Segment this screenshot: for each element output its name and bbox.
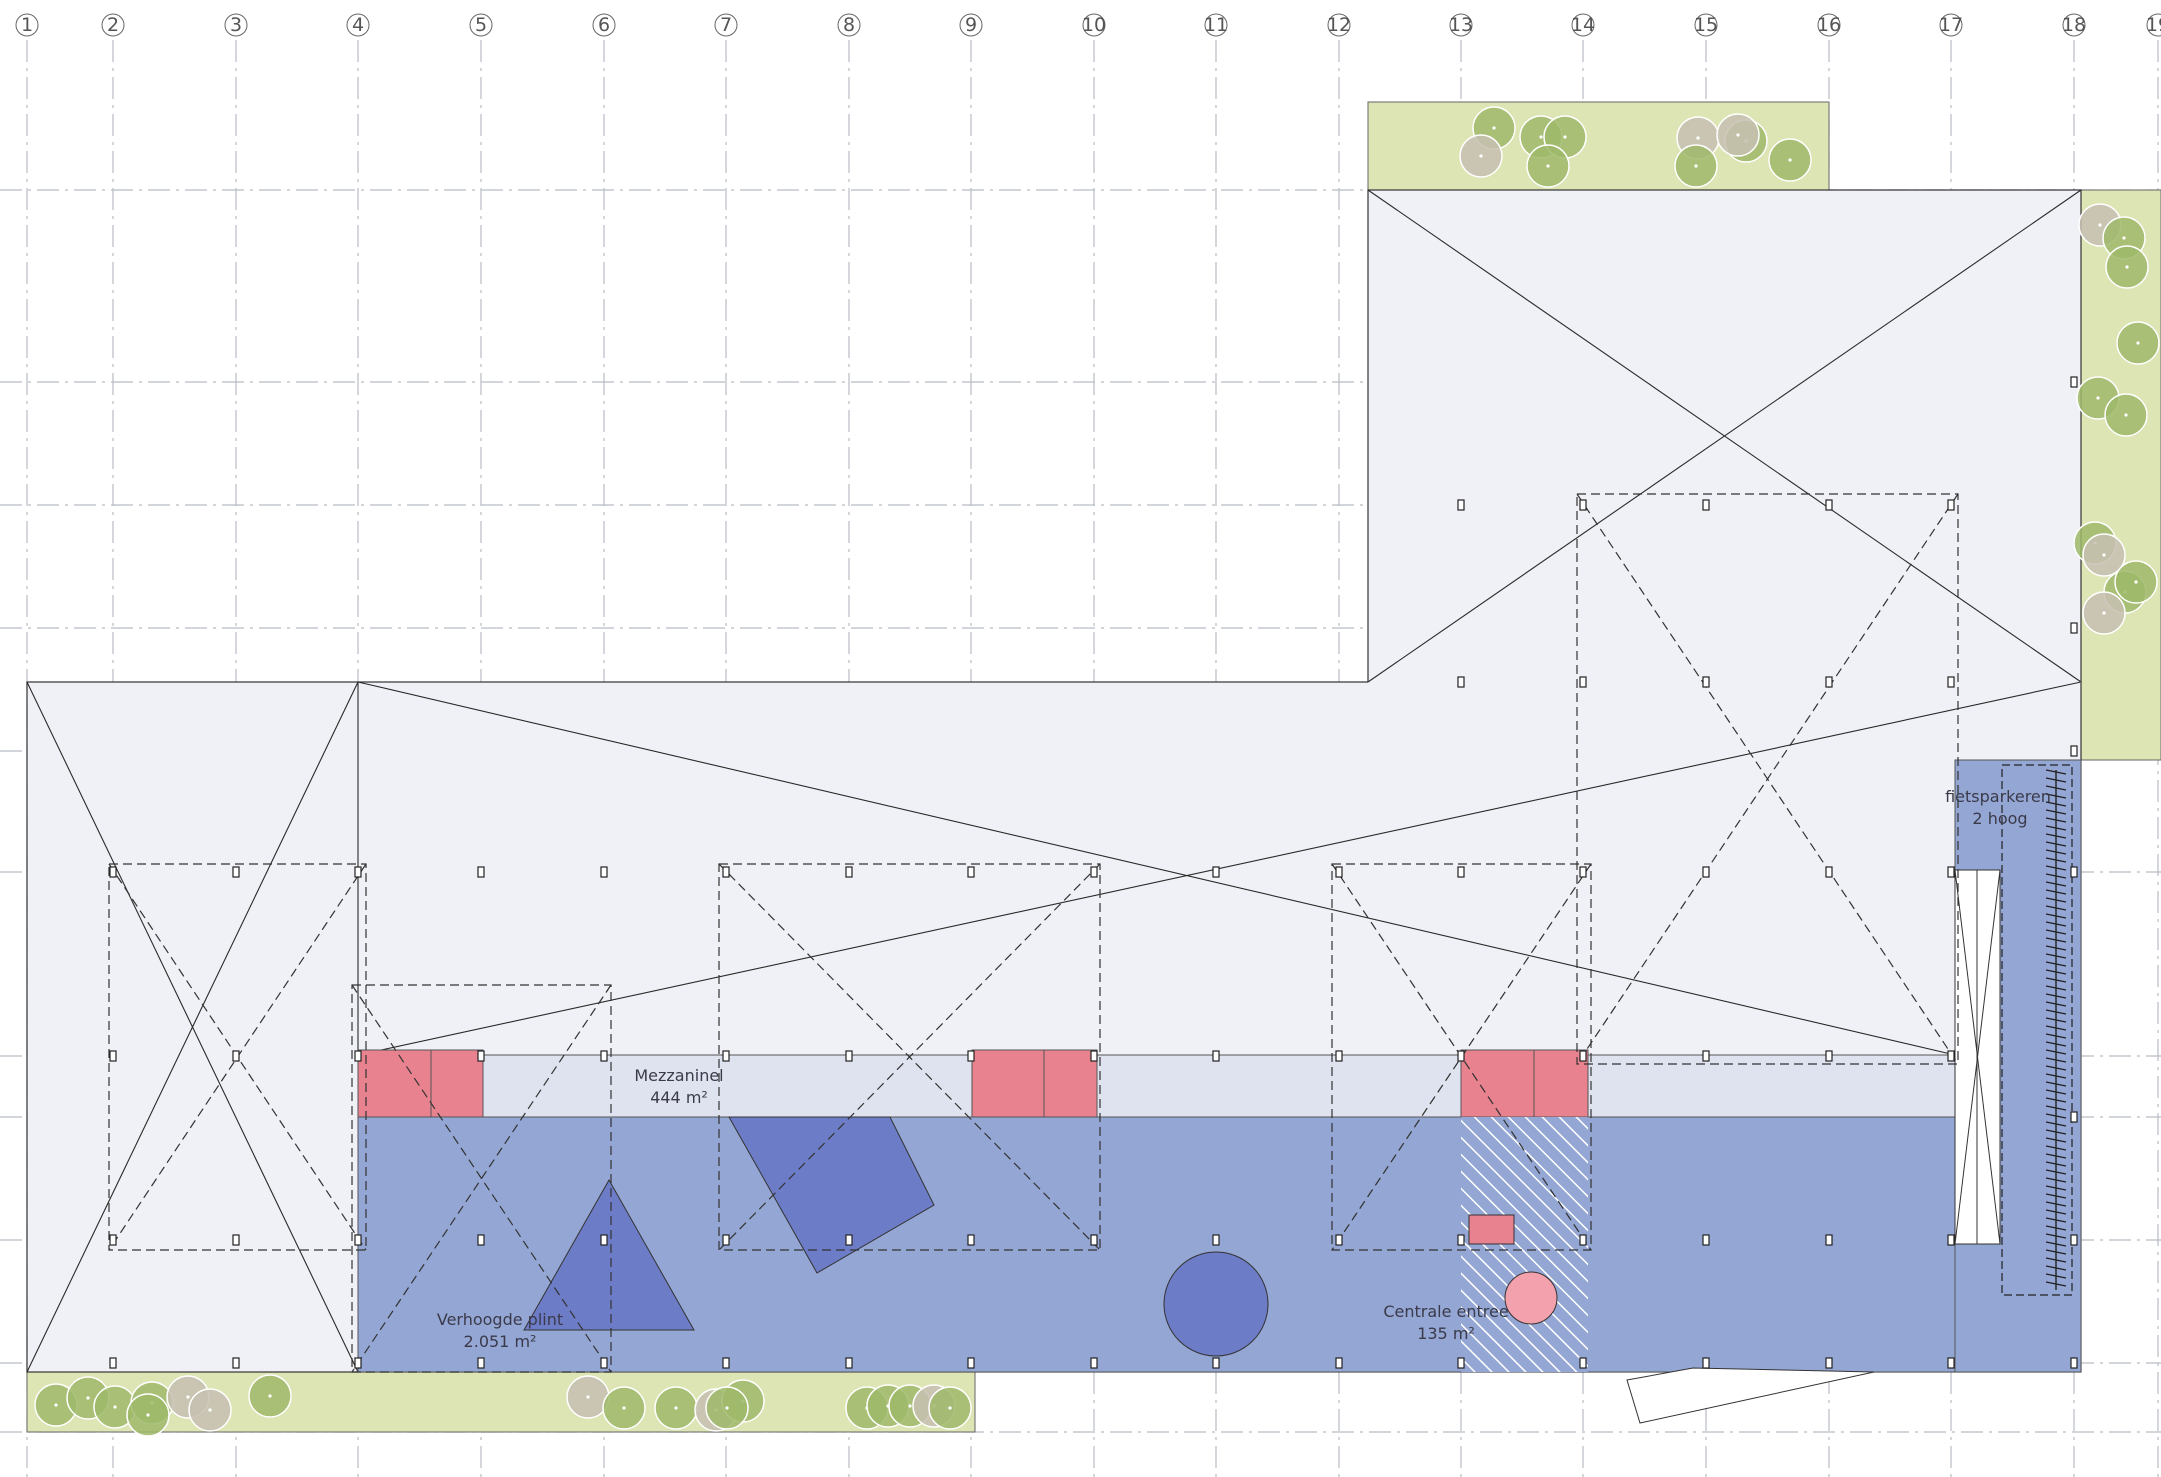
core-3 — [1460, 1049, 1589, 1118]
plinth-area-label: 2.051 m² — [464, 1332, 537, 1351]
grid-bubble-10 — [1082, 13, 1106, 37]
core-1 — [357, 1049, 484, 1118]
grid-bubble-7 — [714, 13, 738, 37]
grid-bubble-3 — [224, 13, 248, 37]
grid-bubble-19 — [2146, 13, 2161, 37]
grid-bubble-13 — [1449, 13, 1473, 37]
grid-axis-labels: 12345678910111213141516171819 — [15, 13, 2161, 37]
plinth-label: Verhoogde plint — [437, 1310, 563, 1329]
pink-square-object — [1468, 1214, 1515, 1245]
grid-label-15: 15 — [1694, 14, 1718, 36]
mezzanine-strip — [357, 1054, 1956, 1118]
grid-label-6: 6 — [598, 14, 610, 36]
mezzanine-area-label: 444 m² — [650, 1088, 708, 1107]
rotated-rectangle-object — [728, 1116, 935, 1274]
grid-label-4: 4 — [352, 14, 364, 36]
pink-circle-object — [1504, 1271, 1558, 1325]
grid-bubble-17 — [1939, 13, 1963, 37]
building-volumes — [26, 189, 2082, 1373]
grid-label-17: 17 — [1939, 14, 1963, 36]
grid-bubble-1 — [15, 13, 39, 37]
room-labels: Mezzaninel 444 m² Verhoogde plint 2.051 … — [437, 787, 2051, 1351]
cores — [357, 1049, 1589, 1118]
grid-bubble-14 — [1571, 13, 1595, 37]
grid-bubble-18 — [2062, 13, 2086, 37]
core-2 — [971, 1049, 1098, 1118]
grid-label-1: 1 — [21, 14, 33, 36]
round-object — [1163, 1251, 1269, 1357]
grid-label-14: 14 — [1571, 14, 1595, 36]
grid-label-3: 3 — [230, 14, 242, 36]
grid-bubble-4 — [346, 13, 370, 37]
grid-label-19: 19 — [2146, 14, 2161, 36]
grid-label-16: 16 — [1817, 14, 1841, 36]
bike-parking-sub-label: 2 hoog — [1972, 809, 2027, 828]
grid-label-18: 18 — [2062, 14, 2086, 36]
trees — [34, 106, 2160, 1437]
grid-bubble-8 — [837, 13, 861, 37]
grid-bubble-12 — [1327, 13, 1351, 37]
grid-label-9: 9 — [965, 14, 977, 36]
grid-bubble-11 — [1204, 13, 1228, 37]
landscape — [26, 101, 2161, 1433]
grid-label-8: 8 — [843, 14, 855, 36]
grid-label-10: 10 — [1082, 14, 1106, 36]
column-markers — [109, 376, 2078, 1369]
grid-label-7: 7 — [720, 14, 732, 36]
grid-label-12: 12 — [1327, 14, 1351, 36]
grid-bubble-9 — [959, 13, 983, 37]
grid-label-5: 5 — [475, 14, 487, 36]
grid-label-2: 2 — [107, 14, 119, 36]
grid-bubble-16 — [1817, 13, 1841, 37]
stair-element — [1954, 869, 2001, 1245]
grid-label-13: 13 — [1449, 14, 1473, 36]
grid-label-11: 11 — [1204, 14, 1228, 36]
bike-racks — [2045, 769, 2067, 1290]
triangle-object — [523, 1178, 695, 1331]
mezzanine-label: Mezzaninel — [634, 1066, 723, 1085]
entrance-ramp — [1626, 1367, 1875, 1424]
grid-bubble-6 — [592, 13, 616, 37]
grid-bubble-2 — [101, 13, 125, 37]
bike-parking-label: fietsparkeren — [1945, 787, 2051, 806]
grid-bubble-15 — [1694, 13, 1718, 37]
plinth-objects — [523, 1116, 1558, 1357]
entrance-area-label: 135 m² — [1417, 1324, 1475, 1343]
entrance-label: Centrale entree — [1383, 1302, 1508, 1321]
grid-bubble-5 — [469, 13, 493, 37]
